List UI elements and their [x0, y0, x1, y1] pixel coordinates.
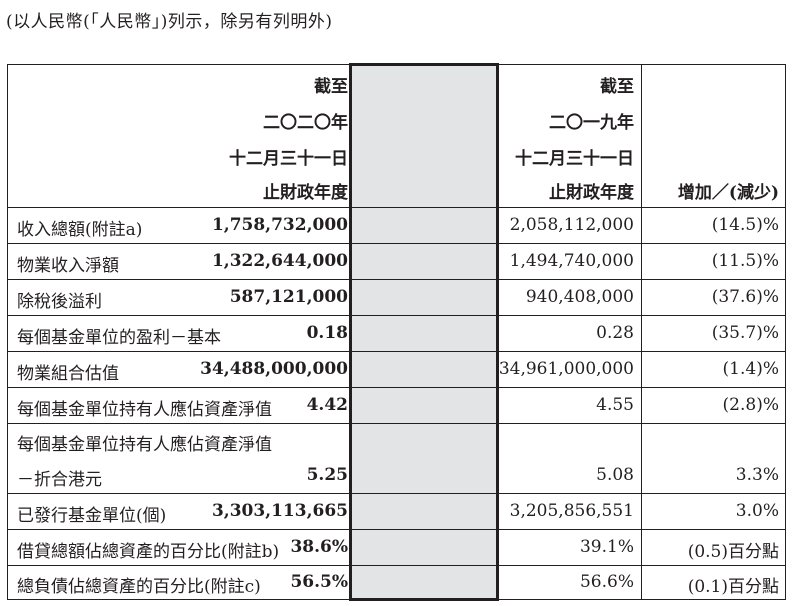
currency-note: (以人民幣(「人民幣」)列示，除另有列明外)	[6, 12, 333, 32]
row-value-2019: 1,494,740,000	[509, 251, 634, 271]
row-change: (0.5)百分點	[687, 542, 779, 562]
header-2019-line3: 十二月三十一日	[515, 149, 634, 169]
row-value-2020: 1,758,732,000	[211, 215, 348, 235]
financial-summary-table: 截至 二〇二〇年 十二月三十一日 止財政年度 截至 二〇一九年 十二月三十一日 …	[7, 63, 786, 601]
row-label: 每個基金單位持有人應佔資產淨值	[17, 435, 272, 455]
header-change: 增加／(減少)	[677, 183, 779, 203]
row-change: (11.5)%	[711, 251, 779, 271]
row-value-2019: 5.08	[596, 465, 634, 485]
row-change: 3.3%	[735, 465, 779, 485]
table-right-rule	[785, 64, 786, 600]
header-2019-line1: 截至	[600, 77, 634, 97]
row-label: 物業組合估值	[17, 364, 119, 384]
row-change: (0.1)百分點	[687, 577, 779, 597]
row-label: 除稅後溢利	[17, 292, 102, 312]
row-change: (37.6)%	[711, 287, 779, 307]
column-rule	[641, 64, 642, 600]
row-rule	[7, 565, 786, 566]
highlight-column-2020	[351, 64, 496, 600]
header-2019-line4: 止財政年度	[549, 183, 634, 203]
row-value-2019: 4.55	[596, 395, 634, 415]
row-value-2020: 4.42	[306, 395, 348, 415]
row-rule	[7, 529, 786, 530]
row-label: 收入總額(附註a)	[17, 220, 143, 240]
row-value-2020: 587,121,000	[229, 287, 348, 307]
header-2020-line4: 止財政年度	[263, 183, 348, 203]
row-value-2019: 2,058,112,000	[509, 215, 634, 235]
row-rule	[7, 493, 786, 494]
row-rule	[7, 423, 786, 424]
row-label: 已發行基金單位(個)	[17, 506, 167, 526]
row-value-2019: 56.6%	[579, 572, 634, 592]
row-value-2020: 0.18	[306, 323, 348, 343]
header-2019-line2: 二〇一九年	[549, 113, 634, 133]
header-2020-line2: 二〇二〇年	[263, 113, 348, 133]
row-value-2019: 3,205,856,551	[509, 501, 634, 521]
row-value-2019: 34,961,000,000	[498, 359, 634, 379]
row-change: 3.0%	[735, 501, 779, 521]
row-value-2020: 56.5%	[290, 572, 348, 592]
row-rule	[7, 387, 786, 388]
row-value-2020: 1,322,644,000	[211, 251, 348, 271]
row-label: 每個基金單位持有人應佔資產淨值	[17, 400, 272, 420]
header-bottom-rule	[7, 207, 786, 208]
row-rule	[7, 279, 786, 280]
row-value-2019: 0.28	[596, 323, 634, 343]
row-value-2020: 3,303,113,665	[211, 501, 348, 521]
row-rule	[7, 243, 786, 244]
row-rule	[7, 351, 786, 352]
row-change: (35.7)%	[711, 323, 779, 343]
row-change: (1.4)%	[722, 359, 779, 379]
row-label: 每個基金單位的盈利－基本	[17, 328, 221, 348]
row-label-continuation: －折合港元	[17, 470, 102, 490]
header-2020-line3: 十二月三十一日	[229, 149, 348, 169]
row-label: 總負債佔總資產的百分比(附註c)	[17, 577, 261, 597]
row-change: (14.5)%	[711, 215, 779, 235]
header-2020-line1: 截至	[314, 77, 348, 97]
highlight-column-border	[349, 63, 499, 601]
row-value-2020: 34,488,000,000	[200, 359, 348, 379]
row-label: 借貸總額佔總資產的百分比(附註b)	[17, 542, 280, 562]
row-value-2020: 5.25	[306, 465, 348, 485]
row-label: 物業收入淨額	[17, 256, 119, 276]
table-left-rule	[7, 64, 8, 600]
row-value-2019: 39.1%	[579, 537, 634, 557]
row-rule	[7, 315, 786, 316]
row-change: (2.8)%	[722, 395, 779, 415]
row-value-2020: 38.6%	[290, 537, 348, 557]
row-value-2019: 940,408,000	[525, 287, 634, 307]
